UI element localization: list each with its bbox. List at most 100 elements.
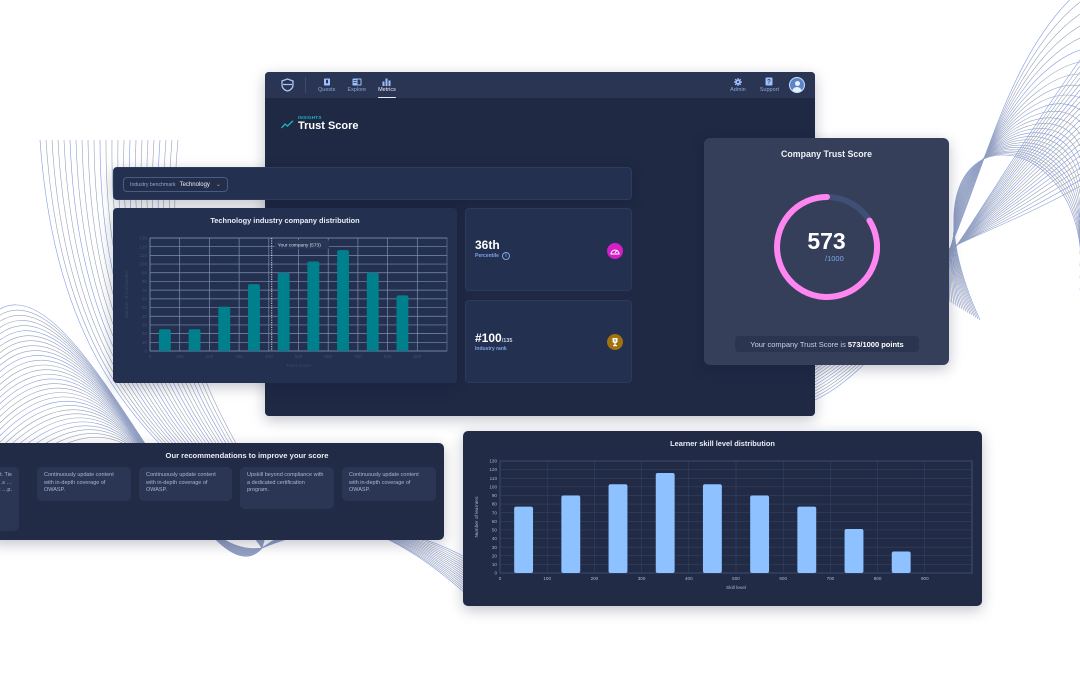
svg-text:200: 200: [206, 354, 214, 359]
svg-text:100: 100: [489, 484, 497, 489]
benchmark-bar: Industry benchmark Technology ⌄: [113, 167, 632, 200]
industry-benchmark-label: Industry benchmark: [130, 181, 176, 188]
recommendation-item[interactable]: Continuously update content with in-dept…: [139, 467, 232, 501]
svg-text:400: 400: [265, 354, 273, 359]
rank-total: /135: [501, 338, 513, 344]
nav-quests[interactable]: Quests: [318, 72, 335, 98]
svg-text:100: 100: [543, 576, 551, 581]
nav-divider: [305, 77, 306, 93]
nav-support-label: Support: [759, 87, 779, 93]
svg-text:40: 40: [492, 536, 498, 541]
industry-benchmark-select[interactable]: Industry benchmark Technology ⌄: [123, 177, 228, 192]
page-title: Trust Score: [298, 120, 359, 132]
recommendations-card: Our recommendations to improve your scor…: [0, 443, 444, 540]
svg-text:300: 300: [638, 576, 646, 581]
svg-text:600: 600: [779, 576, 787, 581]
svg-text:700: 700: [827, 576, 835, 581]
trophy-icon: [607, 334, 623, 350]
recommendation-item[interactable]: Continuously update content with in-dept…: [37, 467, 131, 501]
rank-value-row: #100/135: [475, 331, 512, 345]
rank-value: #100: [475, 331, 502, 345]
recommendation-item[interactable]: Upskill beyond compliance with a dedicat…: [240, 467, 334, 509]
skill-chart-title: Learner skill level distribution: [670, 439, 775, 448]
industry-rank-card: #100/135 Industry rank: [465, 300, 632, 383]
svg-text:900: 900: [921, 576, 929, 581]
trust-score-gauge: [774, 194, 881, 300]
svg-text:130: 130: [489, 459, 497, 464]
svg-text:80: 80: [142, 279, 148, 284]
svg-text:0: 0: [149, 354, 152, 359]
nav-metrics-label: Metrics: [378, 86, 396, 93]
tech-chart-title: Technology industry company distribution: [210, 216, 360, 225]
svg-text:30: 30: [142, 323, 148, 328]
recommendation-item[interactable]: …ent. Tie …s …llout …p.: [0, 467, 19, 531]
book-icon: [323, 78, 330, 85]
trust-score-note-value: 573/1000 points: [847, 339, 904, 349]
percentile-label: Percentile: [475, 253, 499, 259]
info-icon[interactable]: i: [501, 252, 510, 260]
speedometer-icon: [607, 243, 623, 259]
nav-support[interactable]: ? Support: [760, 72, 779, 98]
svg-text:Skill level: Skill level: [726, 585, 746, 591]
percentile-label-row: Percentile i: [475, 252, 510, 260]
svg-text:80: 80: [492, 502, 498, 507]
nav-explore[interactable]: Explore: [347, 72, 366, 98]
svg-text:200: 200: [591, 576, 599, 581]
recommendation-item[interactable]: Continuously update content with in-dept…: [342, 467, 436, 501]
recommendation-text: Continuously update content with in-dept…: [146, 472, 216, 494]
tech-distribution-chart-card: Technology industry company distribution…: [113, 208, 457, 383]
svg-text:90: 90: [142, 270, 148, 275]
skill-distribution-chart: 0 10 20 30 40 50 60 70 80 90 100 110 120 130 0 100 200 30…: [474, 459, 973, 591]
page-eyebrow: INSIGHTS: [298, 115, 322, 120]
recommendations-title: Our recommendations to improve your scor…: [165, 451, 329, 460]
shield-logo-icon[interactable]: [279, 77, 295, 93]
svg-text:Number of learners: Number of learners: [474, 496, 480, 538]
svg-text:60: 60: [142, 296, 148, 301]
trust-score-note: Your company Trust Score is 573/1000 poi…: [735, 336, 919, 352]
svg-text:700: 700: [354, 354, 362, 359]
industry-benchmark-value: Technology: [179, 181, 210, 188]
svg-text:800: 800: [874, 576, 882, 581]
svg-text:10: 10: [492, 562, 498, 567]
svg-text:110: 110: [490, 476, 498, 481]
bar-chart-icon: [382, 78, 391, 86]
svg-text:50: 50: [492, 528, 498, 533]
svg-text:Your company (573): Your company (573): [278, 242, 321, 248]
page-header: INSIGHTS Trust Score: [281, 115, 359, 132]
svg-text:Number of companies: Number of companies: [124, 270, 130, 318]
svg-text:40: 40: [142, 314, 148, 319]
svg-text:120: 120: [489, 467, 497, 472]
nav-quests-label: Quests: [318, 86, 336, 93]
svg-text:0: 0: [499, 576, 502, 581]
nav-explore-label: Explore: [347, 86, 367, 93]
tech-distribution-chart: 0 10 20 30 40 50 60 70 80 90 100 110 120 130 0 100 200 30…: [124, 236, 448, 369]
trust-score-value: 573: [807, 228, 846, 254]
map-book-icon: [352, 78, 362, 85]
svg-text:50: 50: [142, 305, 148, 310]
svg-text:?: ?: [768, 80, 772, 86]
svg-text:30: 30: [492, 545, 498, 550]
rank-label: Industry rank: [475, 346, 507, 352]
user-avatar[interactable]: [789, 77, 805, 93]
svg-text:500: 500: [732, 576, 740, 581]
nav-right-group: Admin ? Support: [716, 72, 805, 98]
svg-text:300: 300: [235, 354, 243, 359]
svg-text:20: 20: [492, 553, 498, 558]
svg-text:100: 100: [139, 262, 147, 267]
svg-text:110: 110: [140, 253, 148, 258]
skill-distribution-chart-card: Learner skill level distribution 0 10 20 30…: [463, 431, 982, 606]
trend-line-icon: [281, 120, 294, 129]
recommendation-text: Continuously update content with in-dept…: [44, 472, 114, 494]
recommendation-text: Continuously update content with in-dept…: [349, 472, 419, 494]
svg-text:130: 130: [139, 236, 147, 241]
percentile-value: 36th: [475, 238, 500, 252]
top-navbar: Quests Explore Metrics Admin ? Support: [265, 72, 815, 98]
nav-metrics[interactable]: Metrics: [378, 72, 396, 98]
svg-text:600: 600: [324, 354, 332, 359]
nav-admin-label: Admin: [730, 86, 746, 93]
svg-text:0: 0: [144, 349, 147, 354]
nav-admin[interactable]: Admin: [730, 72, 746, 98]
trust-score-title: Company Trust Score: [781, 149, 872, 159]
svg-text:90: 90: [492, 493, 498, 498]
